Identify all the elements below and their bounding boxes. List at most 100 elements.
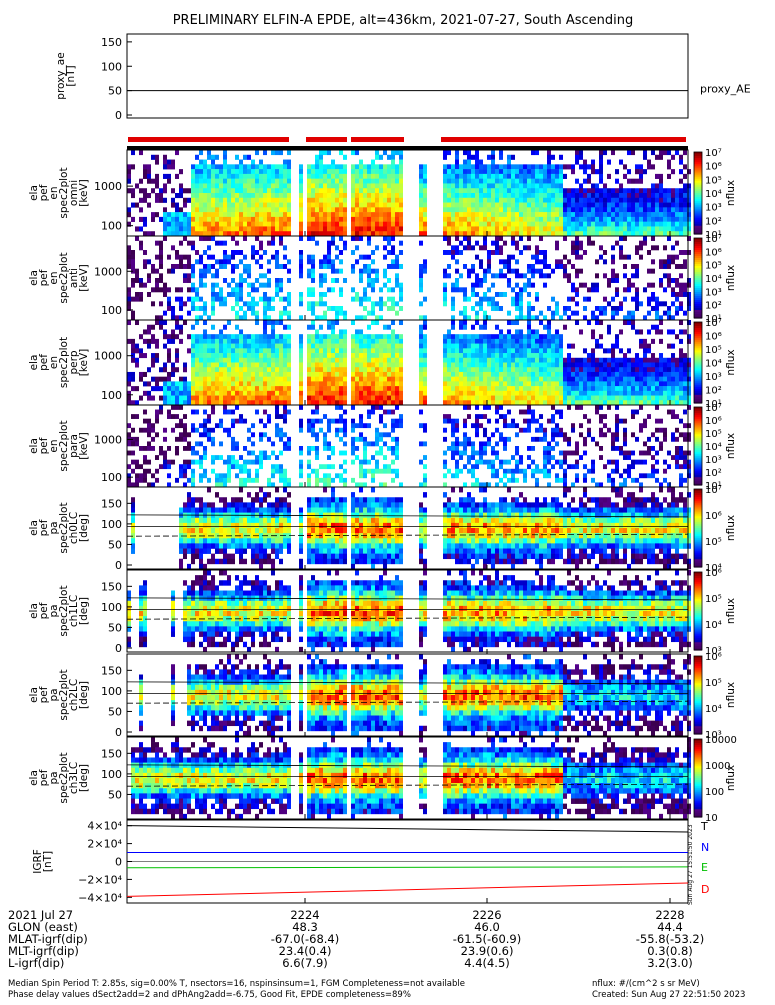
spectro-cell xyxy=(639,179,643,184)
spectro-cell xyxy=(531,348,535,353)
spectro-cell xyxy=(375,391,379,396)
spectro-cell xyxy=(219,292,223,297)
spectro-cell xyxy=(675,255,679,260)
spectro-cell xyxy=(395,150,399,155)
spectro-cell xyxy=(515,292,519,297)
spectro-cell xyxy=(155,358,159,363)
spectro-cell xyxy=(375,377,379,382)
spectro-cell xyxy=(463,297,467,302)
spectro-cell xyxy=(663,217,667,222)
spectro-cell xyxy=(379,212,383,217)
spectro-cell xyxy=(259,283,263,288)
spectro-cell xyxy=(479,353,483,358)
spectro-cell xyxy=(635,169,639,174)
spectro-cell xyxy=(307,339,311,344)
spectro-cell xyxy=(591,329,595,334)
spectro-cell xyxy=(659,283,663,288)
spectro-cell xyxy=(515,306,519,311)
spectro-cell xyxy=(315,348,319,353)
spectro-cell xyxy=(155,353,159,358)
spectro-cell xyxy=(327,348,331,353)
spectro-cell xyxy=(471,193,475,198)
spectro-cell xyxy=(235,311,239,316)
spectro-cell xyxy=(423,259,427,264)
spectro-cell xyxy=(359,329,363,334)
spectro-cell xyxy=(275,212,279,217)
spectro-cell xyxy=(271,212,275,217)
spectro-cell xyxy=(399,348,403,353)
spectro-cell xyxy=(515,301,519,306)
spectro-cell xyxy=(659,198,663,203)
spectro-cell xyxy=(183,320,187,325)
spectro-cell xyxy=(219,217,223,222)
spectro-cell xyxy=(555,198,559,203)
spectro-cell xyxy=(151,377,155,382)
spectro-cell xyxy=(555,339,559,344)
spectro-cell xyxy=(259,372,263,377)
spectro-cell xyxy=(251,222,255,227)
spectro-cell xyxy=(683,358,687,363)
spectro-cell xyxy=(503,259,507,264)
spectro-cell xyxy=(359,278,363,283)
spectro-cell xyxy=(639,372,643,377)
spectro-cell xyxy=(215,179,219,184)
spectro-cell xyxy=(483,320,487,325)
spectro-cell xyxy=(391,363,395,368)
spectro-cell xyxy=(175,250,179,255)
spectro-cell xyxy=(547,334,551,339)
spectro-cell xyxy=(395,207,399,212)
spectro-cell xyxy=(463,339,467,344)
spectro-cell xyxy=(127,174,131,179)
spectro-cell xyxy=(639,339,643,344)
spectro-cell xyxy=(663,203,667,208)
spectro-cell xyxy=(131,469,135,474)
spectro-cell xyxy=(591,169,595,174)
spectro-cell xyxy=(555,396,559,401)
spectro-cell xyxy=(355,297,359,302)
spectro-cell xyxy=(311,334,315,339)
spectro-cell xyxy=(463,372,467,377)
spectro-cell xyxy=(463,287,467,292)
spectro-cell xyxy=(167,381,171,386)
spectro-cell xyxy=(191,269,195,274)
spectro-cell xyxy=(147,325,151,330)
spectro-cell xyxy=(387,367,391,372)
spectro-cell xyxy=(359,217,363,222)
spectro-cell xyxy=(623,198,627,203)
spectro-cell xyxy=(531,306,535,311)
spectro-cell xyxy=(443,348,447,353)
spectro-cell xyxy=(567,217,571,222)
spectro-cell xyxy=(515,372,519,377)
spectro-cell xyxy=(527,386,531,391)
spectro-cell xyxy=(259,367,263,372)
spectro-cell xyxy=(171,334,175,339)
spectro-cell xyxy=(447,207,451,212)
spectro-cell xyxy=(643,169,647,174)
spectro-cell xyxy=(455,174,459,179)
spectro-cell xyxy=(227,283,231,288)
spectro-cell xyxy=(635,363,639,368)
spectro-cell xyxy=(447,264,451,269)
spectro-cell xyxy=(595,212,599,217)
spectro-cell xyxy=(351,226,355,231)
spectro-cell xyxy=(583,188,587,193)
spectro-cell xyxy=(571,203,575,208)
spectro-cell xyxy=(551,174,555,179)
spectro-cell xyxy=(535,259,539,264)
spectro-cell xyxy=(207,188,211,193)
spectro-cell xyxy=(311,325,315,330)
spectro-cell xyxy=(395,339,399,344)
spectro-cell xyxy=(511,179,515,184)
spectro-cell xyxy=(539,226,543,231)
spectro-cell xyxy=(391,353,395,358)
spectro-cell xyxy=(187,259,191,264)
spectro-cell xyxy=(379,222,383,227)
spectro-cell xyxy=(243,339,247,344)
spectro-cell xyxy=(315,193,319,198)
spectro-cell xyxy=(399,386,403,391)
spectro-cell xyxy=(191,179,195,184)
spectro-cell xyxy=(643,217,647,222)
spectro-cell xyxy=(379,207,383,212)
spectro-cell xyxy=(375,353,379,358)
spectro-cell xyxy=(159,301,163,306)
